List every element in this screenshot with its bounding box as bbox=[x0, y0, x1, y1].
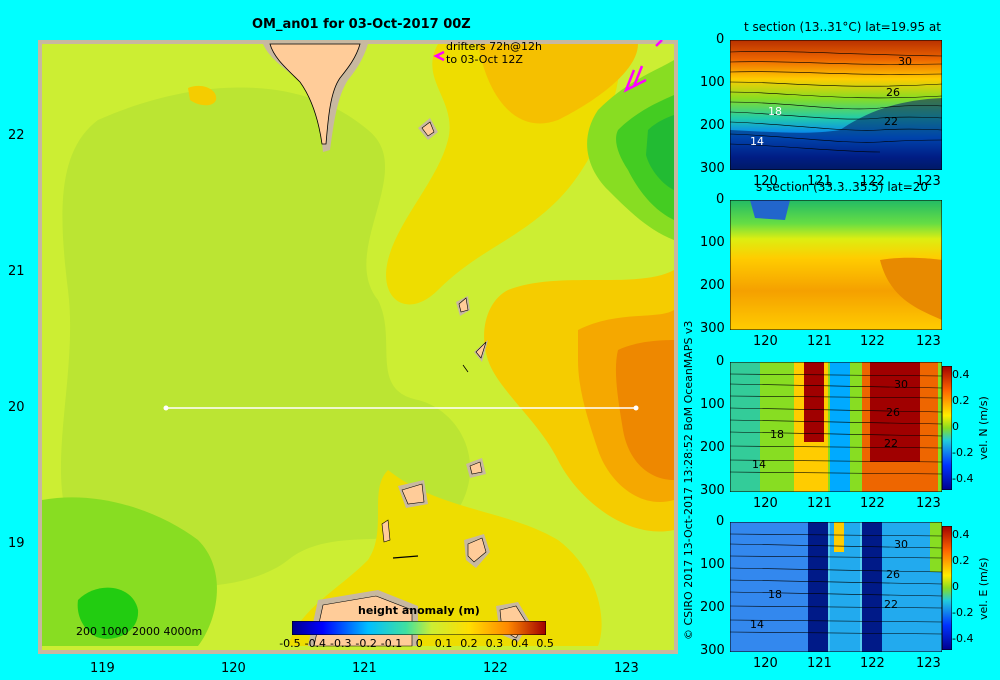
map-x-tick-121: 121 bbox=[352, 661, 377, 676]
drifters-label-1: drifters 72h@12h bbox=[446, 40, 543, 53]
panel-y-tick: 0 bbox=[716, 192, 725, 207]
panel-x-tick: 122 bbox=[860, 496, 885, 511]
colorbar-tick: 0 bbox=[415, 637, 423, 650]
map-y-tick-21: 21 bbox=[8, 264, 25, 279]
panel-y-tick: 200 bbox=[700, 118, 725, 133]
colorbar-tick: -0.3 bbox=[330, 637, 352, 650]
colorbar-tick: -0.4 bbox=[304, 637, 327, 650]
map-x-tick-119: 119 bbox=[90, 661, 115, 676]
t-contour-18: 18 bbox=[768, 105, 782, 118]
colorbar-title: height anomaly (m) bbox=[358, 604, 480, 617]
u-section-panel bbox=[730, 522, 942, 652]
panel-x-tick: 120 bbox=[753, 334, 778, 349]
colorbar-tick: -0.2 bbox=[355, 637, 377, 650]
map-y-tick-19: 19 bbox=[8, 536, 25, 551]
vel-e-label: vel. E (m/s) bbox=[977, 557, 990, 620]
map-x-tick-123: 123 bbox=[614, 661, 639, 676]
vel-tick: 0.2 bbox=[952, 394, 970, 407]
panel-y-tick: 0 bbox=[716, 514, 725, 529]
panel-x-tick: 123 bbox=[916, 656, 941, 671]
height-colorbar bbox=[292, 621, 546, 635]
vel-tick: 0 bbox=[952, 580, 959, 593]
vel-tick: 0.4 bbox=[952, 528, 970, 541]
t-contour-14: 14 bbox=[750, 135, 764, 148]
panel-x-tick: 121 bbox=[807, 656, 832, 671]
depth-legend: 200 1000 2000 4000m bbox=[76, 625, 203, 638]
panel-y-tick: 100 bbox=[700, 557, 725, 572]
panel-x-tick: 120 bbox=[753, 174, 778, 189]
panel-y-tick: 100 bbox=[700, 75, 725, 90]
colorbar-tick: 0.4 bbox=[511, 637, 529, 650]
vel-n-colorbar bbox=[942, 366, 952, 490]
panel-y-tick: 200 bbox=[700, 278, 725, 293]
u-contour-14: 14 bbox=[750, 618, 764, 631]
s-section-title: s section (33.3..35.5) lat=20 bbox=[756, 180, 929, 194]
v-contour-26: 26 bbox=[886, 406, 900, 419]
s-section-panel bbox=[730, 200, 942, 330]
colorbar-tick: 0.2 bbox=[460, 637, 478, 650]
panel-y-tick: 0 bbox=[716, 32, 725, 47]
v-contour-18: 18 bbox=[770, 428, 784, 441]
panel-y-tick: 100 bbox=[700, 397, 725, 412]
vel-tick: -0.4 bbox=[952, 472, 974, 485]
vel-tick: -0.4 bbox=[952, 632, 974, 645]
vel-e-colorbar bbox=[942, 526, 952, 650]
panel-x-tick: 123 bbox=[916, 174, 941, 189]
map-x-tick-122: 122 bbox=[483, 661, 508, 676]
t-section-panel bbox=[730, 40, 942, 170]
colorbar-tick: 0.1 bbox=[434, 637, 453, 650]
vel-tick: -0.2 bbox=[952, 446, 974, 459]
panel-x-tick: 122 bbox=[860, 334, 885, 349]
panel-x-tick: 122 bbox=[860, 656, 885, 671]
v-section-panel bbox=[730, 362, 942, 492]
vel-tick: 0.2 bbox=[952, 554, 970, 567]
colorbar-tick: -0.1 bbox=[380, 637, 403, 650]
colorbar-tick: 0.5 bbox=[536, 637, 554, 650]
panel-x-tick: 121 bbox=[807, 496, 832, 511]
panel-y-tick: 300 bbox=[700, 321, 725, 336]
t-section-title: t section (13..31°C) lat=19.95 at bbox=[744, 20, 941, 34]
panel-y-tick: 300 bbox=[700, 643, 725, 658]
t-contour-22: 22 bbox=[884, 115, 898, 128]
vel-tick: 0 bbox=[952, 420, 959, 433]
height-anomaly-map bbox=[38, 40, 678, 654]
panel-x-tick: 122 bbox=[860, 174, 885, 189]
u-contour-30: 30 bbox=[894, 538, 908, 551]
panel-x-tick: 121 bbox=[807, 174, 832, 189]
panel-x-tick: 121 bbox=[807, 334, 832, 349]
panel-x-tick: 120 bbox=[753, 496, 778, 511]
vel-n-label: vel. N (m/s) bbox=[977, 396, 990, 460]
credit-text: © CSIRO 2017 13-Oct-2017 13:28:52 BoM Oc… bbox=[682, 320, 695, 640]
u-contour-22: 22 bbox=[884, 598, 898, 611]
panel-x-tick: 120 bbox=[753, 656, 778, 671]
vel-tick: -0.2 bbox=[952, 606, 974, 619]
v-contour-30: 30 bbox=[894, 378, 908, 391]
panel-x-tick: 123 bbox=[916, 496, 941, 511]
vel-tick: 0.4 bbox=[952, 368, 970, 381]
panel-y-tick: 100 bbox=[700, 235, 725, 250]
colorbar-tick: -0.5 bbox=[279, 637, 301, 650]
drifters-label-2: to 03-Oct 12Z bbox=[446, 53, 523, 66]
v-contour-22: 22 bbox=[884, 437, 898, 450]
u-contour-18: 18 bbox=[768, 588, 782, 601]
panel-y-tick: 300 bbox=[700, 483, 725, 498]
panel-y-tick: 0 bbox=[716, 354, 725, 369]
t-contour-30: 30 bbox=[898, 55, 912, 68]
colorbar-tick: 0.3 bbox=[485, 637, 504, 650]
map-x-tick-120: 120 bbox=[221, 661, 246, 676]
panel-y-tick: 300 bbox=[700, 161, 725, 176]
u-contour-26: 26 bbox=[886, 568, 900, 581]
panel-y-tick: 200 bbox=[700, 440, 725, 455]
v-contour-14: 14 bbox=[752, 458, 766, 471]
map-y-tick-20: 20 bbox=[8, 400, 25, 415]
t-contour-26: 26 bbox=[886, 86, 900, 99]
panel-x-tick: 123 bbox=[916, 334, 941, 349]
map-y-tick-22: 22 bbox=[8, 128, 25, 143]
map-title: OM_an01 for 03-Oct-2017 00Z bbox=[252, 17, 471, 32]
panel-y-tick: 200 bbox=[700, 600, 725, 615]
